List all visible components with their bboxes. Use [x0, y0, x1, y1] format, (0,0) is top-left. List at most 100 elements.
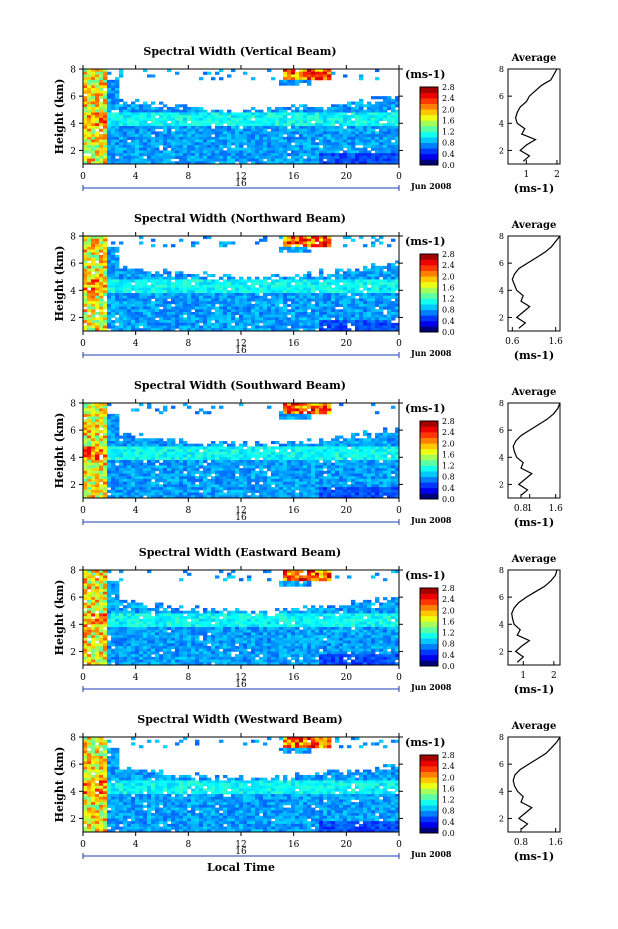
- heatmap-cell: [127, 312, 132, 316]
- heatmap-cell: [287, 408, 292, 412]
- heatmap-cell: [231, 147, 236, 151]
- heatmap-cell: [231, 112, 236, 116]
- heatmap-cell: [327, 117, 332, 121]
- heatmap-cell: [223, 290, 228, 294]
- heatmap-cell: [319, 411, 324, 415]
- heatmap-cell: [151, 462, 156, 466]
- heatmap-cell: [99, 115, 104, 119]
- heatmap-cell: [191, 460, 196, 464]
- heatmap-cell: [139, 473, 144, 477]
- heatmap-cell: [307, 153, 312, 157]
- heatmap-cell: [331, 309, 336, 313]
- heatmap-cell: [351, 279, 356, 283]
- heatmap-cell: [303, 457, 308, 461]
- heatmap-cell: [119, 443, 124, 447]
- heatmap-cell: [303, 465, 308, 469]
- heatmap-cell: [203, 470, 208, 474]
- heatmap-cell: [259, 284, 264, 288]
- heatmap-cell: [387, 309, 392, 313]
- heatmap-cell: [375, 295, 380, 299]
- heatmap-cell: [355, 107, 360, 111]
- heatmap-cell: [191, 306, 196, 310]
- heatmap-cell: [287, 153, 292, 157]
- heatmap-cell: [311, 158, 316, 162]
- heatmap-cell: [319, 301, 324, 305]
- heatmap-cell: [259, 465, 264, 469]
- heatmap-cell: [95, 422, 100, 426]
- heatmap-cell: [115, 112, 120, 116]
- heatmap-cell: [167, 128, 172, 132]
- heatmap-cell: [323, 69, 328, 73]
- heatmap-cell: [279, 328, 284, 332]
- heatmap-cell: [223, 470, 228, 474]
- heatmap-cell: [395, 449, 400, 453]
- heatmap-cell: [387, 468, 392, 472]
- heatmap-cell: [239, 328, 244, 332]
- heatmap-cell: [303, 236, 308, 240]
- heatmap-cell: [279, 276, 284, 280]
- heatmap-cell: [303, 115, 308, 119]
- heatmap-cell: [359, 462, 364, 466]
- heatmap-cell: [295, 131, 300, 135]
- heatmap-cell: [123, 451, 128, 455]
- heatmap-cell: [135, 328, 140, 332]
- heatmap-cell: [375, 117, 380, 121]
- heatmap-cell: [163, 460, 168, 464]
- heatmap-cell: [99, 301, 104, 305]
- heatmap-cell: [91, 85, 96, 89]
- heatmap-cell: [91, 473, 96, 477]
- heatmap-cell: [107, 71, 112, 75]
- heatmap-cell: [155, 112, 160, 116]
- heatmap-cell: [271, 284, 276, 288]
- heatmap-cell: [271, 295, 276, 299]
- heatmap-cell: [167, 155, 172, 159]
- heatmap-cell: [227, 322, 232, 326]
- heatmap-cell: [291, 287, 296, 291]
- heatmap-cell: [123, 268, 128, 272]
- heatmap-cell: [183, 158, 188, 162]
- heatmap-cell: [247, 290, 252, 294]
- heatmap-cell: [135, 98, 140, 102]
- heatmap-cell: [139, 271, 144, 275]
- heatmap-cell: [311, 443, 316, 447]
- heatmap-cell: [95, 145, 100, 149]
- heatmap-cell: [135, 115, 140, 119]
- heatmap-cell: [267, 136, 272, 140]
- heatmap-cell: [231, 161, 236, 165]
- heatmap-cell: [327, 282, 332, 286]
- heatmap-cell: [131, 465, 136, 469]
- heatmap-cell: [211, 158, 216, 162]
- heatmap-cell: [139, 128, 144, 132]
- heatmap-cell: [111, 449, 116, 453]
- heatmap-cell: [223, 244, 228, 248]
- heatmap-cell: [243, 158, 248, 162]
- heatmap-cell: [199, 457, 204, 461]
- heatmap-cell: [159, 470, 164, 474]
- heatmap-cell: [223, 446, 228, 450]
- heatmap-cell: [315, 411, 320, 415]
- heatmap-cell: [351, 126, 356, 130]
- heatmap-cell: [119, 115, 124, 119]
- heatmap-cell: [235, 470, 240, 474]
- heatmap-cell: [315, 295, 320, 299]
- heatmap-cell: [139, 317, 144, 321]
- heatmap-cell: [131, 126, 136, 130]
- heatmap-cell: [259, 279, 264, 283]
- heatmap-cell: [187, 158, 192, 162]
- heatmap-cell: [375, 314, 380, 318]
- heatmap-cell: [351, 295, 356, 299]
- heatmap-cell: [143, 115, 148, 119]
- heatmap-cell: [195, 120, 200, 124]
- heatmap-cell: [295, 145, 300, 149]
- heatmap-cell: [327, 147, 332, 151]
- heatmap-cell: [219, 309, 224, 313]
- heatmap-cell: [139, 470, 144, 474]
- heatmap-cell: [395, 268, 400, 272]
- heatmap-cell: [347, 268, 352, 272]
- heatmap-cell: [287, 403, 292, 407]
- heatmap-cell: [383, 290, 388, 294]
- heatmap-cell: [95, 427, 100, 431]
- heatmap-cell: [111, 306, 116, 310]
- heatmap-cell: [191, 314, 196, 318]
- heatmap-cell: [135, 150, 140, 154]
